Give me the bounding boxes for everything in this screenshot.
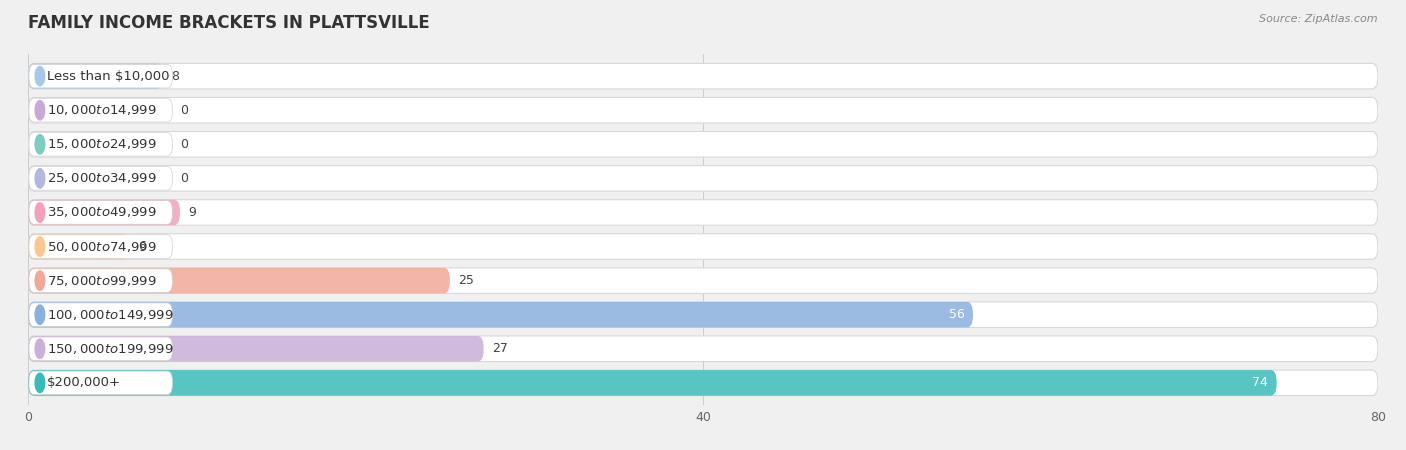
Text: 0: 0 [180,104,188,117]
FancyBboxPatch shape [30,166,173,190]
FancyBboxPatch shape [30,337,173,360]
FancyBboxPatch shape [28,234,1378,259]
FancyBboxPatch shape [28,131,1378,157]
Circle shape [35,237,45,256]
Text: 9: 9 [188,206,197,219]
Circle shape [35,305,45,324]
FancyBboxPatch shape [30,133,173,156]
Text: 25: 25 [458,274,474,287]
Text: $25,000 to $34,999: $25,000 to $34,999 [46,171,156,185]
FancyBboxPatch shape [28,370,1277,396]
Text: 0: 0 [180,172,188,185]
Circle shape [35,135,45,154]
FancyBboxPatch shape [28,63,1378,89]
FancyBboxPatch shape [30,99,173,122]
FancyBboxPatch shape [30,201,173,224]
Text: $75,000 to $99,999: $75,000 to $99,999 [46,274,156,288]
FancyBboxPatch shape [28,336,1378,361]
FancyBboxPatch shape [28,234,129,259]
Circle shape [35,203,45,222]
Text: $15,000 to $24,999: $15,000 to $24,999 [46,137,156,151]
Text: FAMILY INCOME BRACKETS IN PLATTSVILLE: FAMILY INCOME BRACKETS IN PLATTSVILLE [28,14,430,32]
Text: 0: 0 [180,138,188,151]
Circle shape [35,373,45,392]
FancyBboxPatch shape [28,302,973,328]
Text: $150,000 to $199,999: $150,000 to $199,999 [46,342,173,356]
Text: Source: ZipAtlas.com: Source: ZipAtlas.com [1260,14,1378,23]
Text: $35,000 to $49,999: $35,000 to $49,999 [46,206,156,220]
FancyBboxPatch shape [30,64,173,88]
FancyBboxPatch shape [28,200,180,225]
Circle shape [35,67,45,86]
FancyBboxPatch shape [28,166,1378,191]
Text: Less than $10,000: Less than $10,000 [46,70,169,83]
Text: 74: 74 [1253,376,1268,389]
Text: $50,000 to $74,999: $50,000 to $74,999 [46,239,156,253]
Circle shape [35,169,45,188]
Text: 27: 27 [492,342,508,355]
FancyBboxPatch shape [28,200,1378,225]
FancyBboxPatch shape [30,269,173,292]
Text: $200,000+: $200,000+ [46,376,121,389]
FancyBboxPatch shape [30,303,173,326]
FancyBboxPatch shape [30,371,173,395]
Text: 8: 8 [172,70,180,83]
Text: $100,000 to $149,999: $100,000 to $149,999 [46,308,173,322]
Text: $10,000 to $14,999: $10,000 to $14,999 [46,103,156,117]
Circle shape [35,271,45,290]
Text: 6: 6 [138,240,146,253]
FancyBboxPatch shape [28,98,1378,123]
FancyBboxPatch shape [28,63,163,89]
Circle shape [35,100,45,120]
FancyBboxPatch shape [28,268,450,293]
Text: 56: 56 [949,308,965,321]
FancyBboxPatch shape [28,370,1378,396]
FancyBboxPatch shape [28,302,1378,328]
FancyBboxPatch shape [28,268,1378,293]
FancyBboxPatch shape [28,336,484,361]
Circle shape [35,339,45,359]
FancyBboxPatch shape [30,235,173,258]
